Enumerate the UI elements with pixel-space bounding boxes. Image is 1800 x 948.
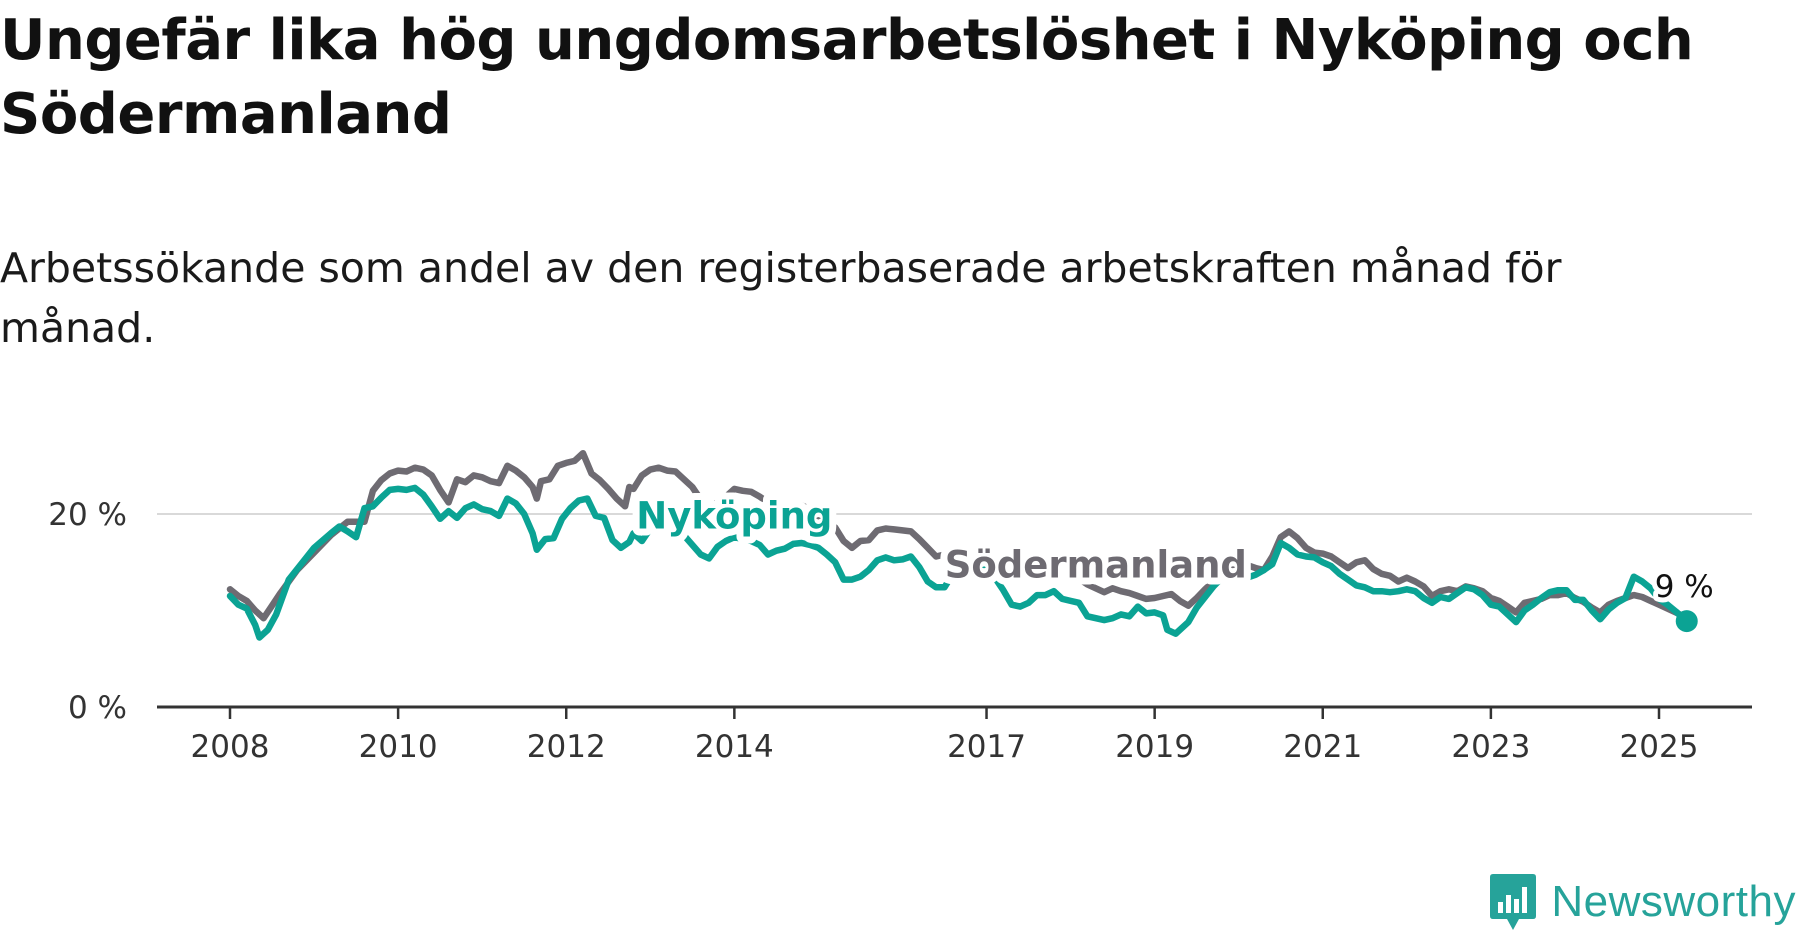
- end-value-label: 9 %: [1655, 569, 1714, 605]
- end-value-label-halo: 9 %: [1655, 569, 1714, 605]
- x-tick-label: 2017: [947, 729, 1026, 765]
- series-label-halo: Nyköping: [636, 494, 832, 537]
- y-tick-label: 0 %: [68, 690, 127, 726]
- x-tick-label: 2023: [1451, 729, 1530, 765]
- x-tick-label: 2025: [1620, 729, 1699, 765]
- newsworthy-logo-icon: [1490, 874, 1537, 930]
- end-point-marker: [1675, 610, 1698, 633]
- axes: 0 % 20 % 2008 2010 2012 2014 2017 2019 2021 2023 2…: [48, 497, 1752, 765]
- x-tick-label: 2021: [1283, 729, 1362, 765]
- x-tick-label: 2012: [527, 729, 606, 765]
- y-tick-label: 20 %: [48, 497, 127, 533]
- series-label-sodermanland: Södermanland: [945, 544, 1247, 587]
- x-tick-label: 2008: [191, 729, 270, 765]
- series-line-sodermanland: [226, 449, 1690, 622]
- newsworthy-brand: Newsworthy: [1489, 872, 1796, 932]
- series-lines: [226, 449, 1690, 641]
- brand-name: Newsworthy: [1551, 877, 1796, 926]
- series-label-halo: Södermanland: [945, 544, 1247, 587]
- x-tick-label: 2019: [1115, 729, 1194, 765]
- series-line-nykoping: [226, 484, 1690, 641]
- series-label-nykoping: Nyköping: [636, 494, 832, 537]
- x-tick-label: 2010: [359, 729, 438, 765]
- x-tick-label: 2014: [695, 729, 774, 765]
- series-labels: SödermanlandSödermanlandNyköpingNyköping…: [629, 487, 1719, 633]
- chart-title: Ungefär lika hög ungdomsarbetslöshet i N…: [0, 8, 1694, 147]
- chart-subtitle: Arbetssökande som andel av den registerb…: [0, 244, 1562, 352]
